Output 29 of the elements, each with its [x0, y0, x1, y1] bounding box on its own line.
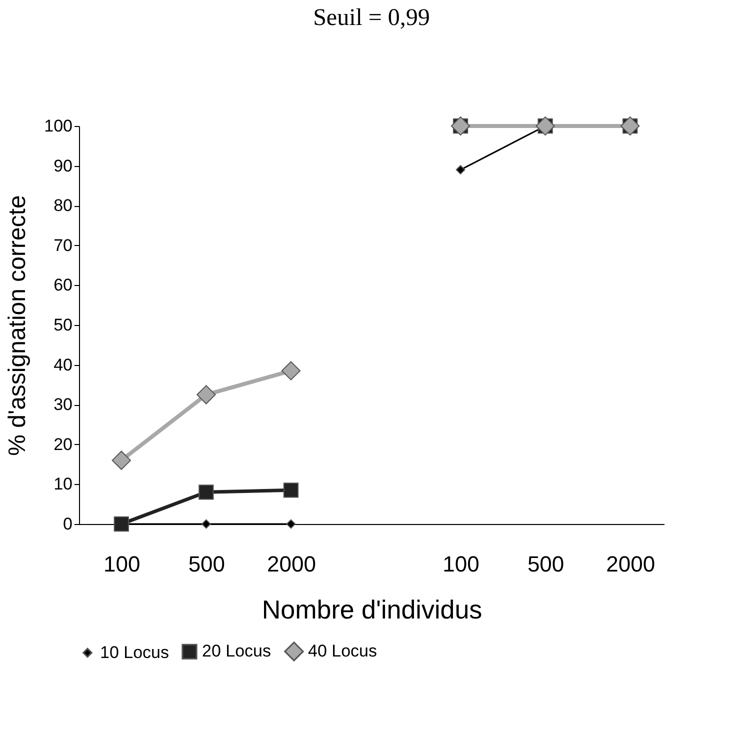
y-axis-title: % d'assignation correcte — [4, 195, 32, 456]
point — [198, 484, 214, 500]
y-tick-label: 50 — [54, 316, 72, 334]
point — [456, 165, 466, 174]
point — [201, 519, 211, 529]
x-axis-title: Nombre d'individus — [262, 594, 482, 624]
y-tick-label: 80 — [54, 196, 72, 216]
y-tick-label: 30 — [54, 395, 72, 414]
y-tick-label: 70 — [54, 236, 72, 255]
point — [114, 516, 129, 532]
chart-title: Seuil = 0,99 — [313, 4, 430, 31]
x-tick-label: 100 — [104, 552, 140, 576]
x-tick-label: 500 — [527, 552, 564, 576]
y-tick-label: 90 — [54, 156, 72, 176]
y-tick-label: 20 — [54, 434, 72, 454]
point — [286, 519, 296, 529]
x-tick-label: 2000 — [266, 552, 316, 576]
y-tick-label: 60 — [54, 276, 72, 295]
y-tick-label: 100 — [44, 116, 72, 136]
legend-label: 10 Locus — [100, 642, 169, 662]
y-tick-label: 10 — [54, 474, 72, 494]
legend-label: 20 Locus — [202, 642, 271, 661]
x-tick-label: 500 — [188, 552, 226, 576]
y-tick-label: 40 — [54, 355, 72, 374]
y-tick-label: 0 — [63, 514, 72, 534]
x-tick-label: 2000 — [606, 552, 656, 576]
legend-label: 40 Locus — [308, 641, 377, 660]
x-tick-label: 100 — [442, 552, 480, 576]
point — [283, 482, 299, 498]
